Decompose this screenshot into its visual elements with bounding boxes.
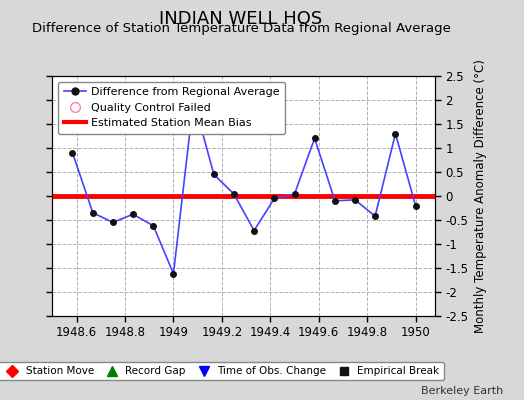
- Legend: Station Move, Record Gap, Time of Obs. Change, Empirical Break: Station Move, Record Gap, Time of Obs. C…: [0, 362, 444, 380]
- Y-axis label: Monthly Temperature Anomaly Difference (°C): Monthly Temperature Anomaly Difference (…: [474, 59, 487, 333]
- Text: INDIAN WELL HQS: INDIAN WELL HQS: [159, 10, 323, 28]
- Text: Difference of Station Temperature Data from Regional Average: Difference of Station Temperature Data f…: [31, 22, 451, 35]
- Text: Berkeley Earth: Berkeley Earth: [421, 386, 503, 396]
